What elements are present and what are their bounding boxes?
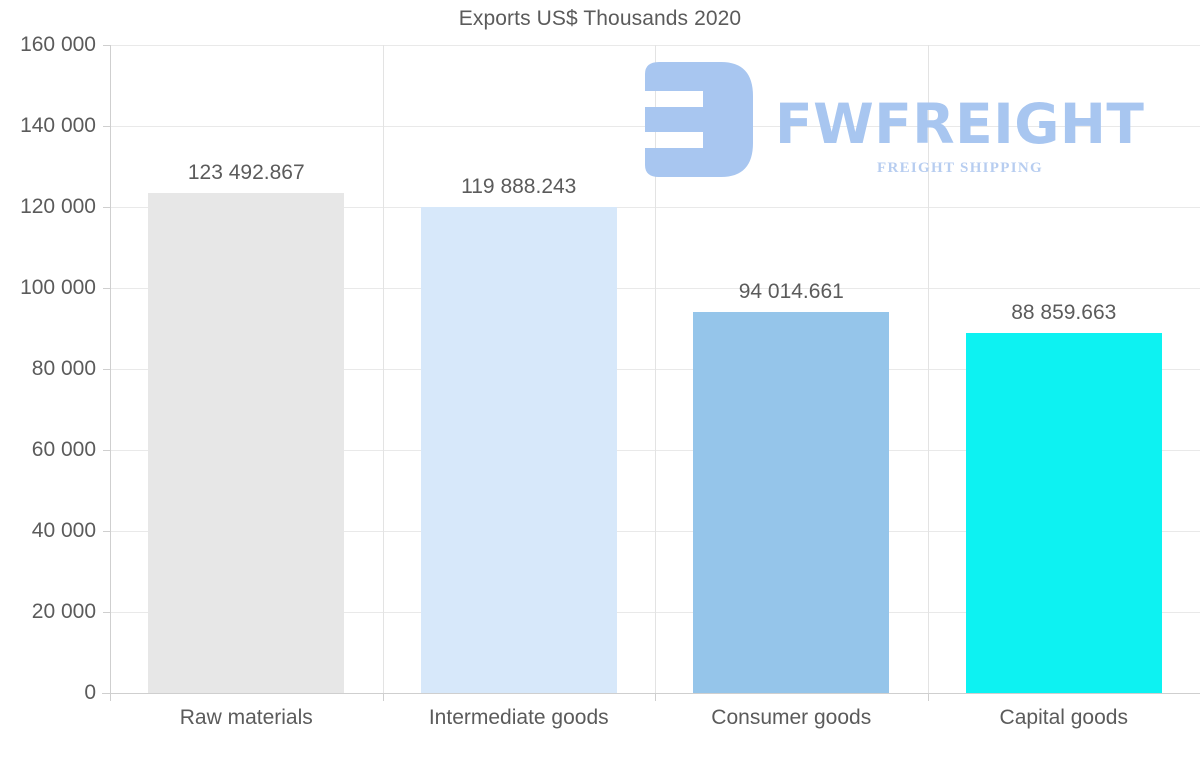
y-axis-tick-label: 40 000 bbox=[31, 519, 96, 542]
category-label: Capital goods bbox=[999, 706, 1128, 729]
category-separator bbox=[927, 45, 929, 693]
plot-area bbox=[102, 45, 1200, 701]
tick-mark bbox=[655, 693, 656, 701]
tick-mark bbox=[103, 126, 110, 127]
tick-mark bbox=[103, 693, 110, 694]
bar-raw-materials[interactable] bbox=[148, 192, 345, 693]
bar-value-label: 94 014.661 bbox=[738, 280, 844, 304]
category-label: Raw materials bbox=[179, 706, 313, 729]
category-separator bbox=[655, 45, 656, 693]
tick-mark bbox=[110, 693, 111, 701]
x-axis-line bbox=[102, 693, 1200, 694]
y-axis-tick-label: 120 000 bbox=[20, 195, 96, 218]
category-label: Intermediate goods bbox=[428, 706, 609, 729]
tick-mark bbox=[103, 207, 110, 208]
y-axis-tick-label: 60 000 bbox=[31, 438, 96, 461]
bar-intermediate-goods[interactable] bbox=[420, 207, 617, 693]
tick-mark bbox=[103, 531, 110, 532]
bar-value-label: 123 492.867 bbox=[187, 160, 305, 184]
bar-value-label: 88 859.663 bbox=[1011, 301, 1117, 325]
bar-capital-goods[interactable] bbox=[965, 333, 1162, 693]
y-axis-line bbox=[110, 45, 111, 693]
tick-mark bbox=[103, 612, 110, 613]
y-axis-tick-label: 0 bbox=[84, 681, 96, 704]
tick-mark bbox=[103, 45, 110, 46]
category-label: Consumer goods bbox=[711, 706, 872, 729]
tick-mark bbox=[927, 693, 929, 701]
y-axis-tick-label: 140 000 bbox=[20, 114, 96, 137]
tick-mark bbox=[103, 369, 110, 370]
y-axis-tick-label: 160 000 bbox=[20, 33, 96, 56]
y-axis-tick-label: 20 000 bbox=[31, 600, 96, 623]
tick-mark bbox=[382, 693, 384, 701]
y-axis-tick-label: 100 000 bbox=[20, 276, 96, 299]
category-separator bbox=[382, 45, 384, 693]
tick-mark bbox=[103, 288, 110, 289]
tick-mark bbox=[103, 450, 110, 451]
bar-consumer-goods[interactable] bbox=[693, 312, 890, 693]
y-axis-tick-label: 80 000 bbox=[31, 357, 96, 380]
chart-title: Exports US$ Thousands 2020 bbox=[458, 7, 742, 30]
bar-value-label: 119 888.243 bbox=[461, 175, 577, 199]
